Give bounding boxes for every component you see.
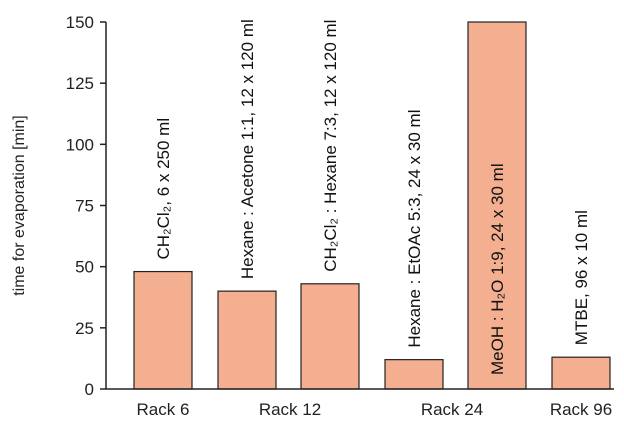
x-tick-label: Rack 6 <box>137 400 190 419</box>
y-tick-label: 150 <box>66 13 94 32</box>
bar <box>384 359 444 390</box>
bar-label: CH₂Cl₂ : Hexane 7:3, 12 x 120 ml <box>321 20 340 272</box>
bar <box>217 290 277 390</box>
y-ticks: 0 25 50 75 100 125 150 <box>66 13 106 399</box>
x-tick-labels: Rack 6 Rack 12 Rack 24 Rack 96 <box>137 400 613 419</box>
x-tick-label: Rack 96 <box>550 400 612 419</box>
x-tick-label: Rack 24 <box>421 400 483 419</box>
bar-label: MeOH : H₂O 1:9, 24 x 30 ml <box>488 163 507 375</box>
y-tick-label: 75 <box>75 197 94 216</box>
y-axis-title: time for evaporation [min] <box>11 115 28 296</box>
y-tick-label: 0 <box>85 380 94 399</box>
bar-label: CH₂Cl₂, 6 x 250 ml <box>154 118 173 260</box>
bar <box>300 283 360 390</box>
y-tick-label: 50 <box>75 258 94 277</box>
bar-label: Hexane : EtOAc 5:3, 24 x 30 ml <box>405 110 424 348</box>
bars <box>133 21 611 390</box>
bar <box>133 270 193 390</box>
y-tick-label: 25 <box>75 319 94 338</box>
y-tick-label: 100 <box>66 135 94 154</box>
bar <box>551 356 611 390</box>
bar-labels: CH₂Cl₂, 6 x 250 ml Hexane : Acetone 1:1, … <box>154 19 591 375</box>
y-tick-label: 125 <box>66 74 94 93</box>
bar-label: MTBE, 96 x 10 ml <box>572 210 591 345</box>
bar-label: Hexane : Acetone 1:1, 12 x 120 ml <box>238 19 257 279</box>
x-tick-label: Rack 12 <box>259 400 321 419</box>
